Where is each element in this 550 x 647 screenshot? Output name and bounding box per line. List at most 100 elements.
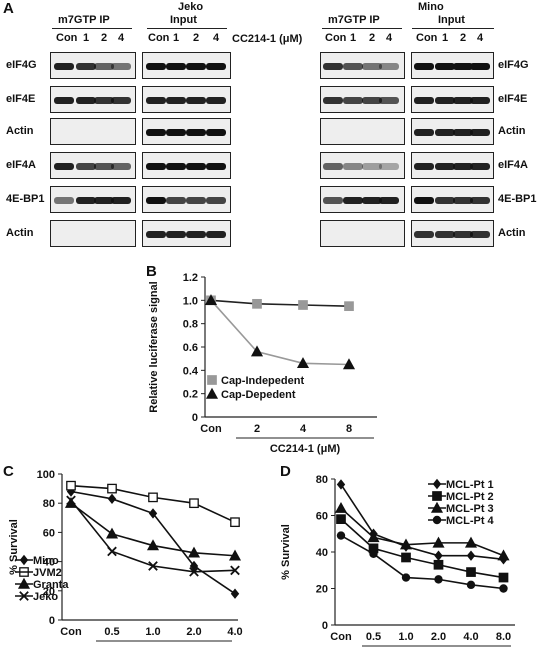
data-point [466,580,476,590]
data-point [342,358,356,370]
blot-row-label: 4E-BP1 [498,192,537,205]
blot-band [379,96,399,104]
x-tick-label: 0.5 [104,626,119,638]
blot-band [343,196,363,204]
blot-band [206,96,226,104]
blot-band [435,62,455,70]
blot-band [362,196,382,204]
blot-band [414,62,434,70]
blot-band [146,128,166,136]
data-point [336,514,346,525]
y-tick-label: 0.4 [183,365,199,377]
blot-band [166,62,186,70]
blot-band [166,96,186,104]
blot-band [414,196,434,204]
lane-label: 1 [441,32,449,44]
data-point [204,294,218,306]
series-line [340,507,504,557]
data-point [344,301,354,312]
data-point [148,561,158,571]
blot-band [206,196,226,204]
blot-band [470,230,490,238]
legend-entry: Granta [33,579,69,591]
y-tick-label: 20 [316,584,328,596]
data-point [252,298,262,309]
y-axis-label: % Survival [8,519,20,575]
blot-band [146,96,166,104]
blot-band [362,62,382,70]
blot-band [111,196,131,204]
blot-band [435,128,455,136]
data-point [499,584,508,593]
blot-band [435,96,455,104]
legend-entry: MCL-Pt 4 [446,515,495,527]
blot-strip-ip [50,118,136,145]
blot-band [186,96,206,104]
western-blot-mino: Mino m7GTP IP Input Con 1 2 4 Con 1 2 4 eIF4G eI… [0,0,550,250]
y-tick-label: 100 [37,469,55,481]
blot-band [362,162,382,170]
blot-band [453,196,473,204]
y-tick-label: 0 [192,412,198,424]
legend-entry: Jeko [33,591,58,603]
data-point [434,550,443,561]
blot-band [414,128,434,136]
y-axis-label: Relative luciferase signal [148,281,160,412]
series-line [210,299,350,366]
data-point [228,549,242,561]
blot-band [453,162,473,170]
blot-band [111,62,131,70]
x-axis-label: CC214-1 (μM) [270,443,341,455]
blot-band [146,62,166,70]
blot-band [166,230,186,238]
blot-band [453,230,473,238]
data-point [230,588,240,599]
blot-band [470,128,490,136]
blot-band [453,96,473,104]
blot-band [166,196,186,204]
y-tick-label: 80 [43,498,55,510]
western-blot-jeko: Jeko m7GTP IP Input CC214-1 (μM) Con 1 2 4 C… [0,0,302,250]
x-tick-label: Con [200,423,222,435]
blot-row-label: eIF4A [498,158,528,171]
blot-band [94,162,114,170]
blot-band [111,96,131,104]
x-tick-label: 2.0 [431,631,446,643]
y-tick-label: 80 [316,474,328,486]
blot-row-label: Actin [498,124,526,137]
x-tick-label: 0.5 [366,631,381,643]
y-tick-label: 0 [322,620,328,632]
legend-entry: Cap-Depedent [221,389,296,401]
blot-row-label: eIF4E [498,92,528,105]
y-tick-label: 20 [43,586,55,598]
y-tick-label: 0.6 [183,342,198,354]
x-tick-label: 4.0 [227,626,242,638]
blot-band [94,196,114,204]
data-point [497,549,510,561]
data-point [250,345,264,357]
series-line [340,518,504,579]
data-point [148,492,158,503]
blot-band [206,62,226,70]
blot-band [362,96,382,104]
data-point [189,566,199,577]
x-tick-label: 8.0 [496,631,511,643]
y-axis-label: % Survival [280,524,292,580]
blot-band [343,96,363,104]
x-tick-label: 2 [254,423,260,435]
blot-strip-ip [50,220,136,247]
blot-band [379,196,399,204]
data-point [107,546,117,557]
blot-band [146,230,166,238]
y-tick-label: 40 [43,557,55,569]
blot-row-label: Actin [6,226,34,239]
blot-row-label: eIF4G [6,58,37,71]
ip-label: m7GTP IP [328,14,380,26]
lane-label: 1 [349,32,357,44]
blot-band [76,196,96,204]
cell-line-label: Mino [418,1,444,13]
blot-band [435,162,455,170]
data-point [205,387,219,399]
blot-row-label: eIF4A [6,158,36,171]
data-point [401,573,411,582]
